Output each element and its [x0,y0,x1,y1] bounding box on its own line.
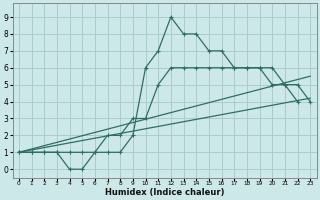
X-axis label: Humidex (Indice chaleur): Humidex (Indice chaleur) [105,188,224,197]
